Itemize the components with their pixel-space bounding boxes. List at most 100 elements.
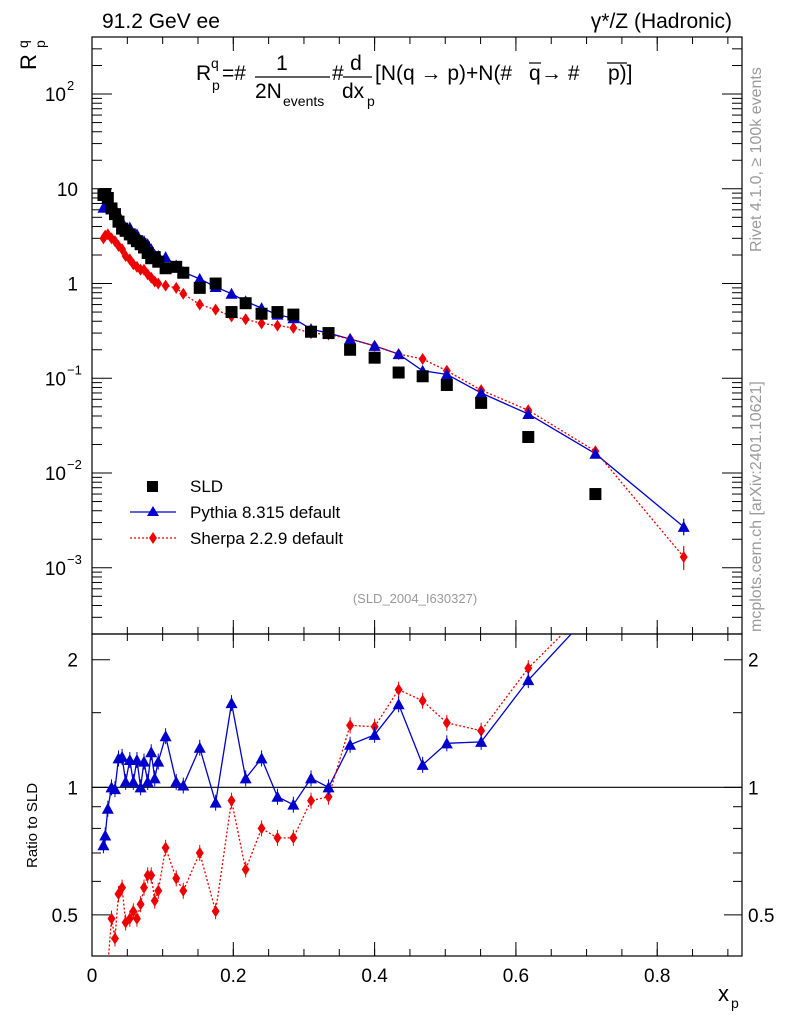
ratio-sherpa-point: [132, 912, 141, 925]
svg-text:→ #: → #: [541, 62, 580, 85]
ratio-pythia-point: [305, 772, 318, 784]
ratio-pythia-point: [148, 772, 161, 784]
sherpa-point: [418, 352, 427, 365]
ratio-sherpa-point: [307, 794, 316, 807]
ratio-sherpa-point: [147, 869, 156, 882]
y-tick-label: 10 −3: [45, 552, 82, 580]
y-tick-label: 10 −2: [45, 457, 82, 485]
ratio-pythia-point: [130, 754, 143, 766]
ratio-sherpa-point: [136, 898, 145, 911]
ratio-pythia-point: [209, 796, 222, 808]
ratio-pythia-point: [145, 746, 158, 758]
ratio-pythia-point: [127, 775, 140, 787]
ratio-sherpa-point: [118, 881, 127, 894]
svg-text:2: 2: [67, 78, 74, 93]
sld-point: [368, 351, 381, 364]
x-tick-label: 0: [87, 966, 98, 987]
ratio-pythia-point: [368, 728, 381, 740]
ratio-pythia-point: [108, 783, 121, 795]
ratio-pythia-point: [225, 697, 238, 709]
svg-text:10: 10: [45, 559, 66, 580]
ratio-pythia-point: [170, 775, 183, 787]
ratio-sherpa-point: [154, 884, 163, 897]
ratio-sherpa-line: [107, 634, 564, 956]
y-tick-label: 10: [57, 180, 78, 201]
sld-point: [305, 325, 318, 338]
ratio-y-label: Ratio to SLD: [24, 783, 41, 868]
sherpa-point: [257, 317, 266, 330]
pythia-point: [392, 348, 405, 360]
svg-text:−2: −2: [67, 457, 82, 472]
svg-text:R: R: [16, 54, 41, 70]
legend-marker-sld: [147, 481, 158, 492]
sherpa-point: [211, 303, 220, 316]
sherpa-point: [172, 281, 181, 294]
sld-point: [159, 262, 172, 275]
ratio-sherpa-point: [241, 863, 250, 876]
sld-point: [101, 191, 114, 204]
beam-label: 91.2 GeV ee: [102, 10, 220, 33]
sld-point: [271, 306, 284, 319]
sld-point: [440, 378, 453, 391]
x-axis-label: x p: [718, 981, 739, 1011]
svg-text:R: R: [196, 62, 211, 85]
y-tick-label: 10 2: [45, 78, 74, 106]
svg-text:events: events: [283, 93, 324, 109]
legend-marker-sherpa: [149, 532, 157, 544]
sherpa-point: [154, 277, 163, 290]
ratio-pythia-point: [475, 735, 488, 747]
sld-point: [209, 277, 222, 290]
ratio-tick-label-right: 2: [748, 651, 759, 672]
ratio-sherpa-point: [104, 959, 112, 971]
svg-text:[N(q → p)+N(#: [N(q → p)+N(#: [375, 62, 512, 85]
svg-text:dx: dx: [342, 80, 365, 103]
svg-text:−1: −1: [67, 362, 82, 377]
svg-text:d: d: [350, 52, 362, 75]
pythia-point: [368, 339, 381, 351]
ratio-sherpa-point: [524, 662, 533, 675]
ratio-pythia-point: [392, 698, 405, 710]
ratio-pythia-point: [522, 674, 535, 686]
sld-point: [522, 431, 535, 444]
svg-text:=#: =#: [222, 62, 246, 85]
ratio-sherpa-point: [140, 881, 148, 894]
ratio-pythia-point: [271, 790, 284, 802]
svg-text:1: 1: [276, 52, 288, 75]
formula-title: R q p =# 1 2N events # d dx p [N(q → p)+…: [196, 52, 633, 109]
ratio-pythia-point: [239, 772, 252, 784]
ratio-sherpa-point: [418, 694, 427, 707]
svg-text:p: p: [731, 995, 739, 1011]
legend: SLD Pythia 8.315 default Sherpa 2.2.9 de…: [130, 477, 343, 548]
ratio-sherpa-point: [273, 831, 282, 844]
x-tick-label: 0.2: [220, 966, 246, 987]
legend-sherpa: Sherpa 2.2.9 default: [190, 529, 343, 548]
ratio-pythia-point: [138, 755, 150, 767]
ratio-sherpa-point: [477, 724, 486, 737]
ratio-pythia-point: [255, 752, 268, 764]
ratio-frame: [91, 633, 743, 957]
svg-text:q: q: [529, 62, 541, 85]
ratio-sherpa-point: [110, 932, 119, 945]
ratio-pythia-point: [416, 758, 429, 770]
svg-text:p: p: [367, 93, 375, 109]
process-label: γ*/Z (Hadronic): [591, 10, 732, 33]
ratio-pythia-point: [287, 798, 300, 810]
sld-point: [287, 308, 300, 321]
ratio-sherpa-point: [211, 905, 220, 918]
ratio-sherpa-point: [99, 980, 107, 992]
legend-sld: SLD: [190, 477, 223, 496]
sld-point: [344, 343, 357, 356]
pythia-point: [475, 386, 488, 398]
ratio-sherpa-point: [129, 905, 138, 918]
sherpa-point: [195, 298, 204, 311]
pythia-point: [440, 368, 453, 380]
ratio-pythia-point: [440, 737, 453, 749]
ratio-pythia-point: [344, 738, 357, 750]
sherpa-point: [273, 319, 282, 332]
pythia-point: [225, 287, 238, 299]
sld-point: [193, 281, 206, 294]
svg-text:10: 10: [57, 180, 78, 201]
mcplots-label: mcplots.cern.ch [arXiv:2401.10621]: [748, 381, 765, 632]
ratio-tick-label: 2: [67, 651, 78, 672]
